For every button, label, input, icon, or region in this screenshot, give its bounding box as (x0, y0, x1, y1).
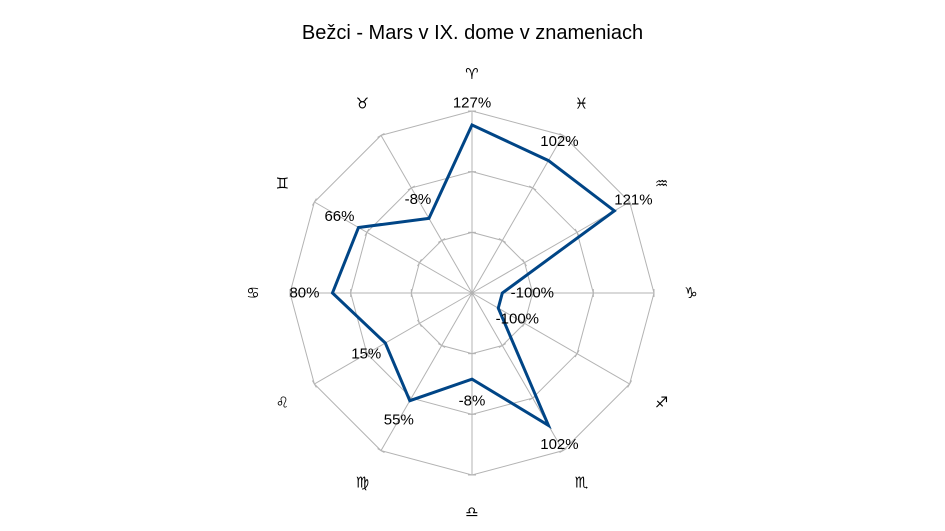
data-label: 102% (540, 436, 578, 453)
category-label: ♋ (246, 284, 259, 302)
category-label: ♎ (465, 503, 478, 521)
category-label: ♍ (356, 474, 369, 492)
radar-series (330, 122, 617, 430)
grid-tick (627, 380, 633, 388)
grid-spoke (380, 135, 473, 294)
radar-grid (289, 110, 655, 476)
data-label: 121% (614, 191, 652, 208)
grid-tick (498, 343, 507, 348)
grid-tick (559, 448, 567, 454)
data-label: 80% (289, 285, 319, 302)
category-label: ♐ (655, 394, 668, 412)
grid-tick (377, 448, 385, 454)
data-label: 127% (453, 94, 491, 111)
category-label: ♈ (465, 65, 478, 83)
grid-tick (437, 238, 446, 243)
series-line (330, 122, 617, 430)
grid-spoke (380, 292, 473, 451)
grid-tick (627, 198, 633, 206)
grid-tick (364, 228, 370, 237)
grid-tick (311, 198, 317, 206)
category-label: ♒ (655, 175, 668, 193)
grid-tick (559, 132, 567, 138)
grid-tick (437, 343, 446, 348)
category-label: ♑ (684, 284, 697, 302)
grid-spoke (314, 292, 473, 385)
grid-tick (522, 319, 527, 328)
grid-spoke (314, 201, 473, 294)
grid-spoke (471, 135, 564, 294)
grid-tick (311, 380, 317, 388)
data-label: -8% (459, 393, 486, 410)
grid-tick (522, 258, 527, 267)
grid-tick (574, 228, 580, 237)
grid-tick (417, 319, 422, 328)
category-label: ♏ (575, 474, 589, 492)
grid-tick (364, 349, 370, 358)
category-label: ♊ (276, 175, 289, 193)
category-label: ♓ (575, 94, 588, 112)
data-label: -100% (511, 285, 554, 302)
data-label: 102% (540, 133, 578, 150)
data-label: -8% (405, 191, 432, 208)
grid-tick (574, 349, 580, 358)
grid-spoke (471, 292, 630, 385)
grid-tick (417, 258, 422, 267)
grid-tick (528, 185, 537, 191)
data-label: 66% (324, 208, 354, 225)
category-label: ♌ (276, 394, 289, 412)
data-label: 15% (351, 346, 381, 363)
data-label: 55% (384, 411, 414, 428)
grid-tick (377, 132, 385, 138)
grid-tick (407, 185, 416, 191)
chart-title: Bežci - Mars v IX. dome v znameniach (301, 22, 644, 44)
category-label: ♉ (356, 94, 369, 112)
radar-labels: ♈ ♓ ♒ ♑ ♐ ♏ ♎ ♍ ♌ ♋ ♊ ♉ 127% 102% 121% -100% -100% 102% -8… (246, 65, 697, 521)
data-label: -100% (496, 311, 539, 328)
grid-tick (498, 238, 507, 243)
